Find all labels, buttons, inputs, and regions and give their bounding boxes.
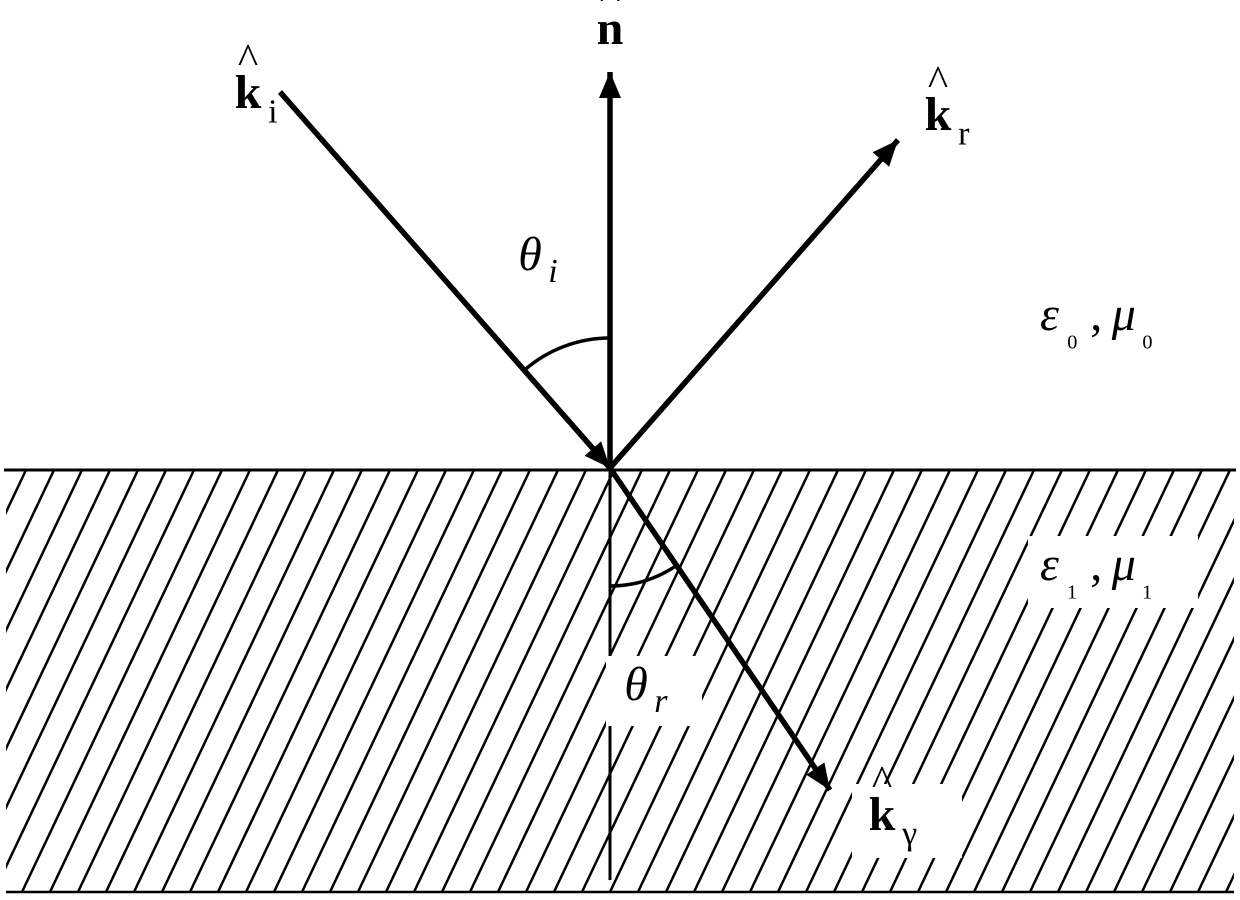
svg-text:θ: θ — [624, 658, 648, 711]
svg-text:k: k — [235, 66, 262, 119]
svg-text:k: k — [869, 788, 896, 841]
svg-text:k: k — [925, 88, 952, 141]
theta-i-arc — [525, 338, 610, 370]
svg-text:,: , — [1090, 538, 1102, 591]
svg-text:θ: θ — [518, 228, 542, 281]
svg-text:μ: μ — [1111, 538, 1136, 591]
svg-text:i: i — [548, 253, 557, 290]
svg-text:n: n — [597, 2, 624, 55]
svg-text:₀: ₀ — [1066, 313, 1078, 350]
incident-vector — [280, 92, 610, 468]
svg-text:₀: ₀ — [1142, 313, 1154, 350]
transmitted-vector — [610, 468, 830, 790]
label-n-hat: ^n — [597, 0, 624, 55]
label-k-i: ^ki — [235, 36, 278, 130]
svg-text:,: , — [1090, 288, 1102, 341]
label-medium-upper: ε₀,μ₀ — [1040, 288, 1153, 350]
svg-text:μ: μ — [1111, 288, 1136, 341]
svg-text:₁: ₁ — [1142, 563, 1154, 600]
reflected-vector — [610, 140, 898, 468]
refraction-diagram: ^n^ki^kr^kγθiθrε₀,μ₀ε₁,μ₁ — [0, 0, 1240, 900]
label-k-r: ^kr — [925, 58, 971, 152]
label-theta-i: θi — [518, 228, 557, 290]
svg-text:γ: γ — [901, 815, 917, 852]
svg-text:i: i — [268, 93, 277, 130]
svg-text:r: r — [654, 683, 668, 720]
svg-text:₁: ₁ — [1066, 563, 1078, 600]
svg-text:ε: ε — [1040, 538, 1059, 591]
svg-text:ε: ε — [1040, 288, 1059, 341]
svg-text:r: r — [958, 115, 970, 152]
